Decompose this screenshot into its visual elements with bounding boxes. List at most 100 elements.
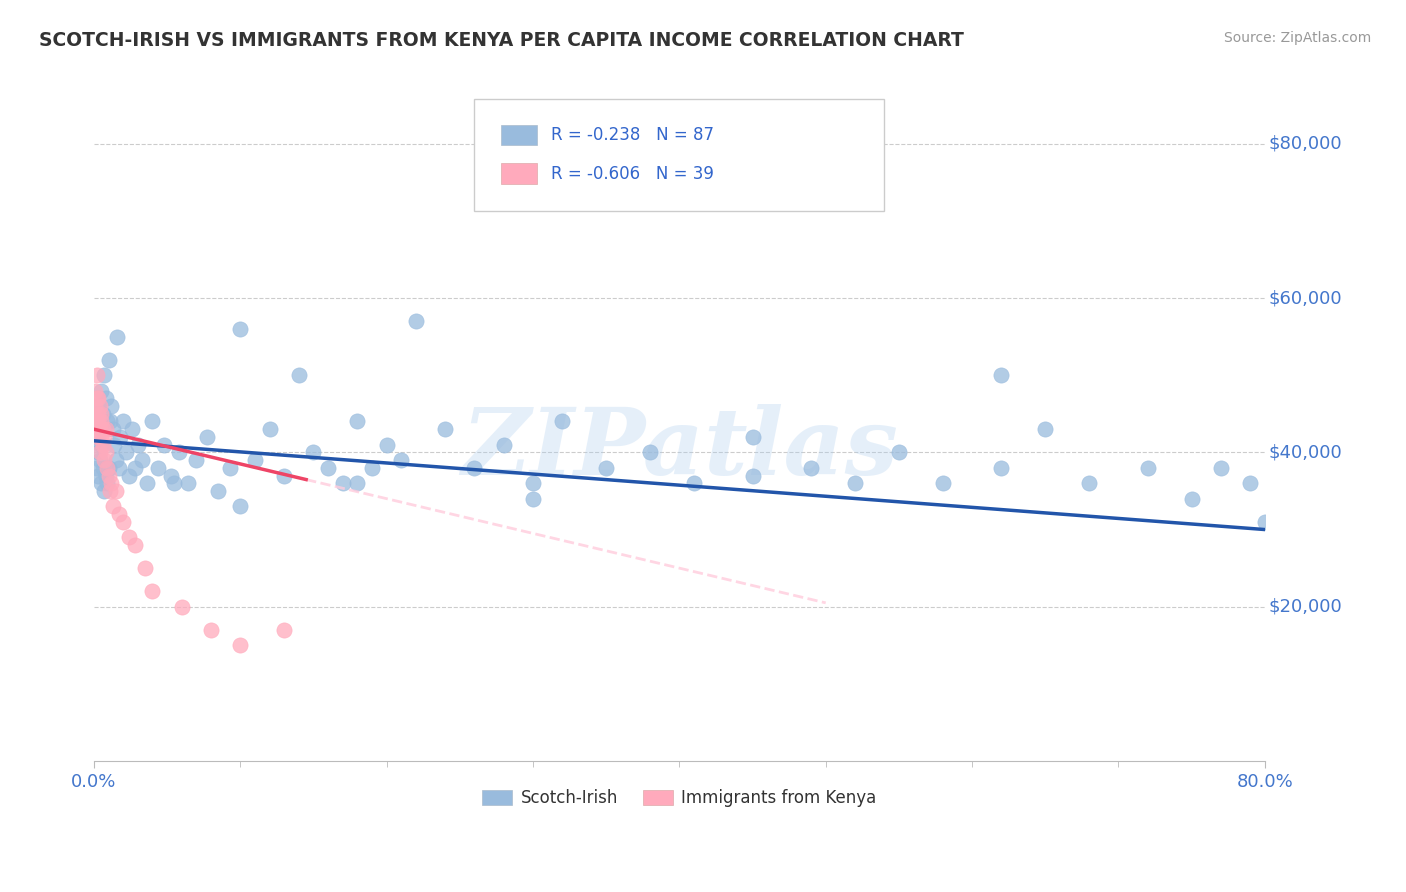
Point (89, 422, 111, 436)
Point (96, 476, 118, 491)
Point (990, 368, 1012, 383)
Point (492, 437, 515, 451)
Point (94, 422, 117, 436)
Point (141, 415, 163, 429)
Point (87, 468, 110, 483)
Point (683, 476, 706, 491)
Point (90, 415, 112, 429)
Point (1254, 515, 1277, 529)
Point (170, 599, 193, 614)
Point (87, 430, 110, 444)
Text: $80,000: $80,000 (1268, 135, 1341, 153)
Point (389, 453, 412, 467)
Point (96, 460, 118, 475)
Point (86, 392, 108, 406)
Point (124, 460, 146, 475)
Point (1078, 476, 1101, 491)
Text: $20,000: $20,000 (1268, 598, 1343, 615)
Point (101, 500, 124, 514)
Point (84, 422, 107, 436)
Point (346, 476, 368, 491)
Point (100, 476, 122, 491)
Point (84, 384, 107, 398)
Point (346, 415, 368, 429)
Point (1136, 460, 1159, 475)
Point (90, 430, 112, 444)
Text: SCOTCH-IRISH VS IMMIGRANTS FROM KENYA PER CAPITA INCOME CORRELATION CHART: SCOTCH-IRISH VS IMMIGRANTS FROM KENYA PE… (39, 31, 965, 50)
Point (741, 430, 763, 444)
Point (87, 392, 110, 406)
FancyBboxPatch shape (502, 163, 537, 184)
Point (89, 453, 111, 467)
Point (105, 329, 128, 343)
Text: ZIPatlas: ZIPatlas (461, 404, 898, 493)
Point (87, 445, 110, 459)
Point (741, 468, 763, 483)
Point (153, 437, 176, 451)
Point (1181, 491, 1204, 506)
Point (91, 422, 114, 436)
Point (134, 561, 156, 575)
Point (100, 399, 122, 413)
Point (844, 476, 866, 491)
Point (87, 407, 110, 421)
Point (93, 453, 115, 467)
Point (84, 399, 107, 413)
Point (121, 422, 143, 436)
Point (243, 453, 266, 467)
Text: Source: ZipAtlas.com: Source: ZipAtlas.com (1223, 31, 1371, 45)
Point (229, 638, 252, 652)
Point (176, 476, 198, 491)
Point (1033, 422, 1056, 436)
Point (91, 407, 114, 421)
Point (595, 460, 617, 475)
Point (259, 422, 281, 436)
Point (887, 445, 910, 459)
FancyBboxPatch shape (474, 99, 884, 211)
Point (375, 437, 398, 451)
Point (551, 415, 574, 429)
Point (288, 368, 311, 383)
Point (89, 399, 111, 413)
Point (195, 430, 218, 444)
Point (96, 415, 118, 429)
Point (93, 368, 115, 383)
Point (93, 430, 115, 444)
Point (273, 623, 295, 637)
Point (316, 460, 339, 475)
Point (91, 460, 114, 475)
Point (1239, 476, 1261, 491)
Point (98, 483, 121, 498)
Point (148, 460, 170, 475)
Point (101, 422, 124, 436)
Point (229, 322, 252, 336)
Point (86, 422, 108, 436)
Point (135, 476, 157, 491)
Point (84, 415, 107, 429)
Point (86, 430, 108, 444)
Point (94, 468, 117, 483)
Text: $60,000: $60,000 (1268, 289, 1341, 307)
Point (103, 437, 125, 451)
Point (93, 483, 115, 498)
Point (91, 437, 114, 451)
Point (361, 460, 384, 475)
Point (124, 538, 146, 552)
Point (200, 623, 222, 637)
Point (302, 445, 325, 459)
Point (990, 460, 1012, 475)
Point (405, 314, 427, 328)
Point (1209, 460, 1232, 475)
FancyBboxPatch shape (502, 125, 537, 145)
Point (90, 384, 112, 398)
Text: $40,000: $40,000 (1268, 443, 1343, 461)
Point (163, 476, 186, 491)
Point (141, 584, 163, 599)
Point (112, 515, 135, 529)
Legend: Scotch-Irish, Immigrants from Kenya: Scotch-Irish, Immigrants from Kenya (475, 782, 883, 814)
Point (160, 468, 183, 483)
Point (86, 415, 108, 429)
Point (638, 445, 661, 459)
Point (104, 483, 127, 498)
Point (94, 445, 117, 459)
